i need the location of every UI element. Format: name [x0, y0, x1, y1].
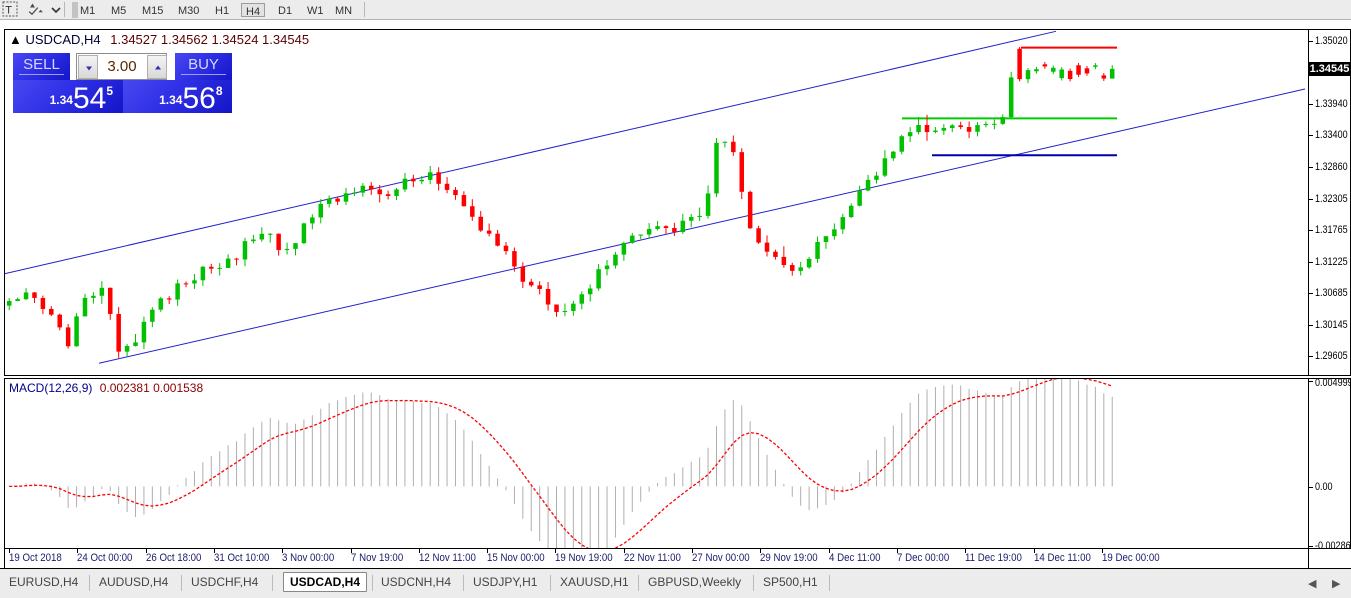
svg-text:T: T [5, 5, 12, 17]
